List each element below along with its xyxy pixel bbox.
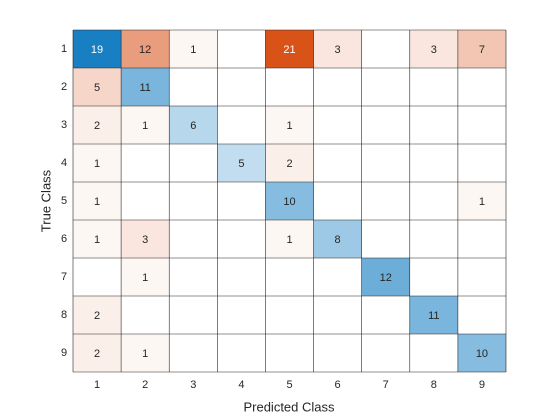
cell-value: 2 — [94, 310, 100, 322]
cell — [73, 144, 122, 182]
cell-value: 10 — [476, 348, 488, 360]
cell — [265, 144, 314, 182]
y-tick-label: 1 — [61, 43, 67, 55]
x-tick-label: 2 — [142, 379, 148, 391]
cell-value: 19 — [91, 44, 103, 56]
y-tick-label: 8 — [61, 309, 67, 321]
cell-value: 11 — [428, 310, 439, 322]
cell-value: 1 — [142, 272, 148, 284]
cell-value: 6 — [190, 120, 196, 132]
cell — [265, 30, 314, 68]
cell — [361, 258, 410, 296]
x-tick-label: 1 — [94, 379, 100, 391]
cell-value: 21 — [283, 44, 295, 56]
cells: 19 12 1 21 3 3 75 112 1 6 11 5 21 10 11 3 1 81 122 112 1 10 — [73, 30, 506, 372]
cell — [457, 30, 506, 68]
y-axis-label: True Class — [38, 169, 53, 232]
y-tick-label: 6 — [61, 233, 67, 245]
cell — [121, 258, 170, 296]
cell-value: 1 — [286, 120, 292, 132]
cell — [457, 182, 506, 220]
cell — [265, 106, 314, 144]
x-tick-label: 6 — [335, 379, 341, 391]
cell-value: 3 — [335, 44, 341, 56]
y-tick-label: 4 — [61, 157, 67, 169]
cell-value: 12 — [380, 272, 392, 284]
cell-value: 1 — [94, 196, 100, 208]
cell — [457, 334, 506, 372]
cell — [313, 220, 362, 258]
cell — [265, 220, 314, 258]
cell-value: 1 — [94, 158, 100, 170]
x-axis-label: Predicted Class — [243, 399, 335, 414]
cell — [121, 106, 170, 144]
cell-value: 1 — [479, 196, 485, 208]
cell — [409, 296, 458, 334]
cell — [73, 68, 122, 106]
cell — [409, 30, 458, 68]
cell-value: 1 — [190, 44, 196, 56]
cell — [121, 220, 170, 258]
y-tick-label: 2 — [61, 81, 67, 93]
cell — [73, 30, 122, 68]
cell-value: 8 — [335, 234, 341, 246]
cell-value: 1 — [142, 120, 148, 132]
cell-value: 2 — [286, 158, 292, 170]
cell — [121, 30, 170, 68]
x-tick-label: 9 — [479, 379, 485, 391]
cell — [73, 334, 122, 372]
cell — [73, 106, 122, 144]
cell-value: 1 — [142, 348, 148, 360]
cell-value: 7 — [479, 44, 485, 56]
cell — [121, 334, 170, 372]
cell-value: 3 — [142, 234, 148, 246]
x-tick-label: 4 — [238, 379, 244, 391]
x-tick-label: 5 — [286, 379, 292, 391]
cell-value: 2 — [94, 120, 100, 132]
cell — [73, 182, 122, 220]
cell — [73, 220, 122, 258]
cell — [169, 30, 218, 68]
x-tick-label: 7 — [383, 379, 389, 391]
cell-value: 11 — [139, 82, 150, 94]
cell-value: 12 — [139, 44, 151, 56]
cell-value: 10 — [283, 196, 295, 208]
y-tick-label: 7 — [61, 271, 67, 283]
y-tick-label: 9 — [61, 347, 67, 359]
cell — [121, 68, 170, 106]
cell — [217, 144, 266, 182]
cell-value: 2 — [94, 348, 100, 360]
x-tick-label: 8 — [431, 379, 437, 391]
y-tick-label: 5 — [61, 195, 67, 207]
x-tick-label: 3 — [190, 379, 196, 391]
cell — [169, 106, 218, 144]
cell-value: 5 — [238, 158, 244, 170]
cell — [73, 296, 122, 334]
cell — [265, 182, 314, 220]
cell-value: 1 — [286, 234, 292, 246]
cell-value: 5 — [94, 82, 100, 94]
cell-value: 3 — [431, 44, 437, 56]
cell-value: 1 — [94, 234, 100, 246]
grid — [72, 29, 507, 373]
cell — [313, 30, 362, 68]
y-tick-label: 3 — [61, 119, 67, 131]
